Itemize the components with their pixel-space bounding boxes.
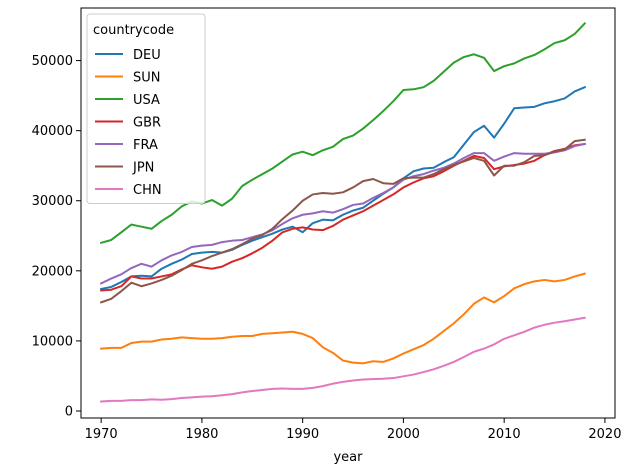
legend-title: countrycode bbox=[93, 23, 174, 38]
series-line-fra bbox=[99, 142, 586, 285]
y-tick-label: 20000 bbox=[32, 264, 73, 279]
legend-label-sun: SUN bbox=[133, 71, 161, 86]
x-axis: 1970 1980 1990 2000 2010 2020 bbox=[85, 418, 621, 442]
plot-area bbox=[80, 7, 616, 419]
series-line-sun bbox=[100, 272, 587, 365]
x-tick-label: 1980 bbox=[185, 427, 218, 442]
legend-label-gbr: GBR bbox=[133, 116, 161, 131]
series-line-chn bbox=[100, 316, 586, 403]
series-line-jpn bbox=[99, 138, 586, 304]
legend-label-fra: FRA bbox=[133, 138, 158, 153]
series-line-usa bbox=[99, 22, 587, 245]
legend-label-deu: DEU bbox=[133, 48, 161, 63]
x-axis-label: year bbox=[333, 450, 363, 465]
y-axis: 0 10000 20000 30000 40000 50000 bbox=[32, 54, 81, 419]
y-tick-label: 0 bbox=[65, 404, 73, 419]
legend-label-chn: CHN bbox=[133, 183, 162, 198]
x-tick-label: 1970 bbox=[85, 427, 118, 442]
legend-label-usa: USA bbox=[133, 93, 160, 108]
y-tick-label: 10000 bbox=[32, 334, 73, 349]
y-tick-label: 50000 bbox=[32, 54, 73, 69]
x-tick-label: 2010 bbox=[488, 427, 521, 442]
x-tick-label: 2020 bbox=[588, 427, 621, 442]
y-tick-label: 30000 bbox=[32, 194, 73, 209]
legend-entries: DEU SUN USA GBR FRA JPN CHN bbox=[95, 48, 162, 198]
series-line-deu bbox=[99, 85, 587, 291]
legend: countrycode DEU SUN USA GBR FRA JPN CHN bbox=[86, 13, 206, 204]
legend-box bbox=[86, 13, 206, 204]
series-lines bbox=[99, 22, 587, 403]
y-tick-label: 40000 bbox=[32, 124, 73, 139]
x-tick-label: 2000 bbox=[387, 427, 420, 442]
x-tick-label: 1990 bbox=[286, 427, 319, 442]
legend-label-jpn: JPN bbox=[132, 161, 154, 176]
